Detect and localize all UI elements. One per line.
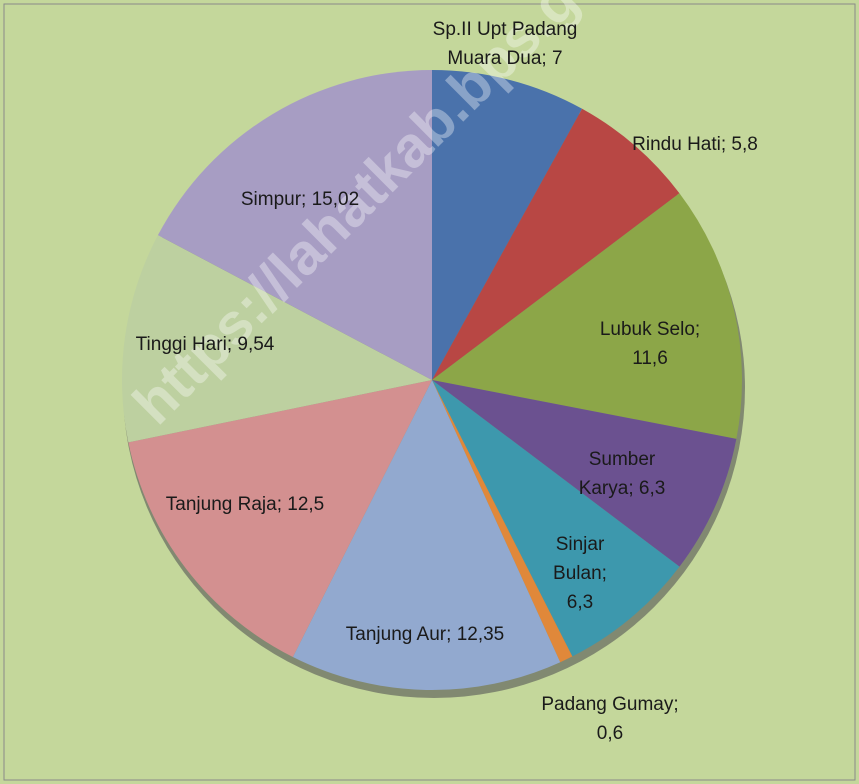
data-label: Rindu Hati; 5,8	[632, 134, 758, 155]
data-label: Simpur; 15,02	[240, 189, 360, 210]
data-label: Sp.II Upt Padang Muara Dua; 7	[432, 19, 578, 69]
slice-name: Padang Gumay	[541, 694, 674, 715]
pie-slice	[432, 108, 680, 380]
data-label: Tinggi Hari; 9,54	[135, 334, 275, 355]
pie-slice	[157, 70, 433, 380]
slice-name: Tanjung Aur	[345, 624, 447, 645]
slice-name: Sinjar Bulan	[553, 534, 605, 584]
slice-value: 15,02	[311, 189, 360, 210]
slice-value: 5,8	[731, 134, 758, 155]
data-label: Sumber Karya; 6,3	[578, 449, 666, 499]
pie-slice	[121, 235, 432, 443]
data-label: Sinjar Bulan; 6,3	[553, 534, 607, 613]
slice-value: 12,35	[456, 624, 505, 645]
data-label: Lubuk Selo; 11,6	[599, 319, 701, 369]
slice-name: Sp.II Upt Padang Muara Dua	[432, 19, 578, 69]
slice-name: Lubuk Selo	[599, 319, 695, 340]
slice-name: Tanjung Raja	[165, 494, 277, 515]
pie-slice	[432, 380, 573, 663]
slice-name: Tinggi Hari	[135, 334, 227, 355]
pie-slice	[432, 380, 680, 657]
slice-value: 12,5	[287, 494, 325, 515]
pie-slice	[432, 70, 583, 380]
slice-name: Simpur	[240, 189, 302, 210]
slice-value: 6,3	[638, 478, 666, 499]
slice-name: Rindu Hati	[632, 134, 721, 155]
data-label: Tanjung Raja; 12,5	[165, 494, 325, 515]
slice-value: 0,6	[596, 723, 624, 744]
pie-slice	[432, 193, 743, 439]
pie-slice	[432, 380, 737, 567]
pie-slice	[292, 380, 561, 691]
border	[3, 3, 856, 781]
slice-name: Sumber Karya	[578, 449, 656, 499]
slice-value: 6,3	[566, 592, 594, 613]
slice-value: 9,54	[237, 334, 275, 355]
pie-slice	[128, 380, 432, 658]
data-label: Tanjung Aur; 12,35	[345, 624, 505, 645]
data-label: Padang Gumay; 0,6	[541, 694, 679, 744]
slice-value: 11,6	[632, 348, 668, 369]
slice-value: 7	[551, 48, 563, 69]
